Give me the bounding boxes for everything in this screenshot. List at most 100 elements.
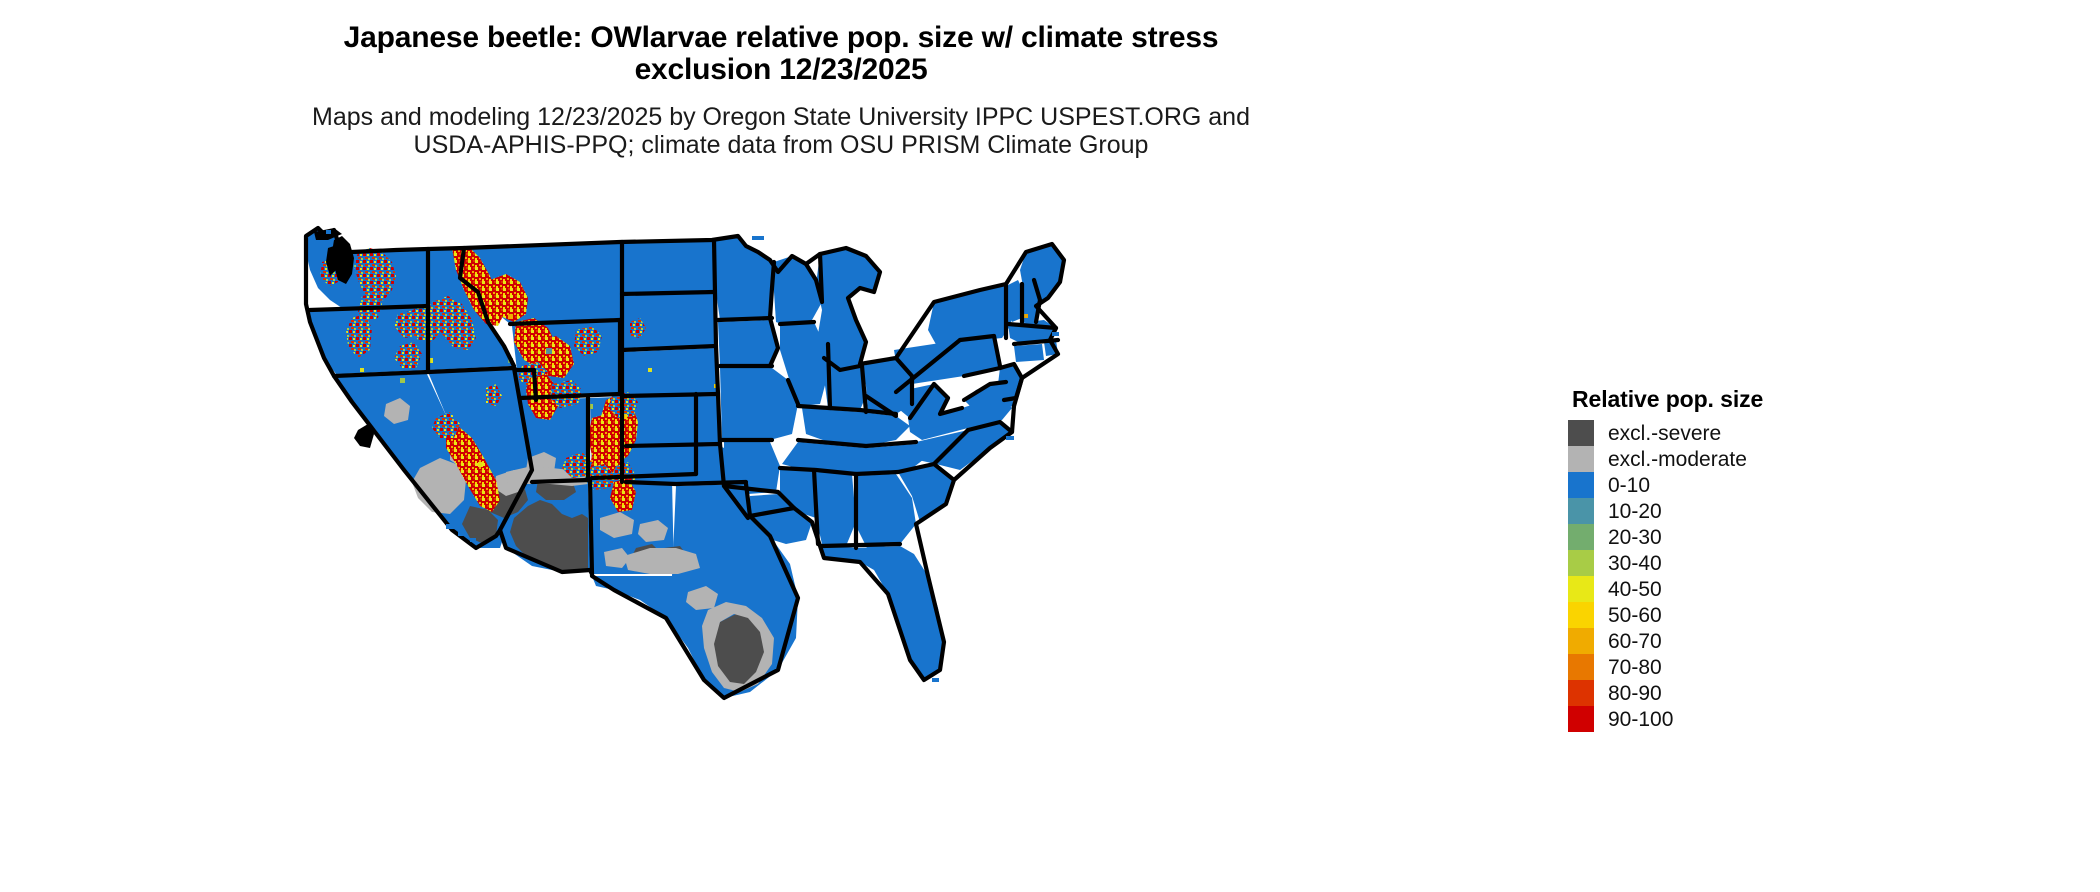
legend-item-label: 0-10 bbox=[1608, 473, 1651, 497]
island-channel bbox=[470, 538, 476, 542]
island-channel bbox=[446, 524, 455, 529]
us-choropleth-map[interactable] bbox=[300, 218, 1200, 878]
legend-item[interactable]: excl.-moderate bbox=[1568, 446, 1908, 472]
state-kansas bbox=[624, 396, 720, 446]
mid-dot bbox=[508, 314, 513, 319]
mid-dot bbox=[648, 368, 652, 372]
legend-item[interactable]: 90-100 bbox=[1568, 706, 1908, 732]
hot-oregon-se bbox=[394, 342, 422, 368]
legend-color-swatch bbox=[1568, 680, 1594, 706]
border-wi-il bbox=[777, 319, 817, 327]
legend-color-swatch bbox=[1568, 576, 1594, 602]
border-ne-ks bbox=[621, 391, 721, 399]
legend-item[interactable]: 80-90 bbox=[1568, 680, 1908, 706]
state-new-york bbox=[928, 284, 1016, 348]
legend-color-swatch bbox=[1568, 472, 1594, 498]
state-missouri bbox=[720, 368, 798, 440]
state-indiana bbox=[824, 346, 866, 410]
state-iowa bbox=[718, 320, 778, 366]
island-ma-coast bbox=[1052, 332, 1059, 336]
border-il-in bbox=[825, 341, 833, 411]
legend-color-swatch bbox=[1568, 602, 1594, 628]
border-tn-ms-al-ga bbox=[777, 465, 901, 477]
border-in-oh-ky bbox=[863, 393, 899, 419]
island-lake-superior bbox=[752, 236, 764, 240]
legend-item[interactable]: 70-80 bbox=[1568, 654, 1908, 680]
offshore-fringe-layer bbox=[326, 230, 1059, 682]
legend-item[interactable]: 30-40 bbox=[1568, 550, 1908, 576]
border-ut-az bbox=[529, 477, 591, 485]
legend-item[interactable]: 60-70 bbox=[1568, 628, 1908, 654]
legend-title: Relative pop. size bbox=[1572, 386, 1764, 412]
border-or-ca bbox=[331, 369, 431, 379]
excl-severe-south-texas bbox=[710, 614, 766, 686]
state-maryland bbox=[964, 382, 1006, 408]
class-high-pop-layer bbox=[320, 246, 646, 512]
border-co-nm bbox=[589, 471, 699, 481]
hot-sawtooth bbox=[432, 296, 476, 350]
excl-severe-sonoran bbox=[510, 500, 588, 572]
mid-dot bbox=[546, 348, 552, 354]
border-mid-west-edge bbox=[711, 237, 751, 521]
excl-mod-west-texas bbox=[604, 548, 630, 568]
border-il-ky bbox=[795, 403, 899, 417]
border-nh-me bbox=[1031, 277, 1043, 325]
border-la-ms bbox=[775, 489, 797, 511]
border-ok-tx bbox=[623, 479, 749, 487]
border-az-nm bbox=[587, 477, 595, 577]
state-borders-layer bbox=[303, 225, 1067, 701]
map-legend: Relative pop. size excl.-severe excl.-mod… bbox=[1568, 386, 1908, 732]
border-pa-md bbox=[961, 365, 1003, 379]
state-tennessee bbox=[782, 442, 928, 474]
border-ms-al bbox=[811, 467, 821, 547]
legend-color-swatch bbox=[1568, 550, 1594, 576]
hot-wmontana bbox=[490, 274, 528, 322]
border-md-va bbox=[961, 379, 1009, 403]
border-wi-mi bbox=[803, 251, 823, 267]
legend-item[interactable]: excl.-severe bbox=[1568, 420, 1908, 446]
hot-nm-sangre bbox=[610, 478, 636, 512]
state-mississippi bbox=[780, 468, 816, 518]
state-kentucky bbox=[802, 408, 910, 446]
excl-mod-nm-fringe2 bbox=[638, 520, 668, 542]
legend-item-label: excl.-moderate bbox=[1608, 447, 1747, 471]
hot-cascades-wa bbox=[354, 248, 396, 302]
legend-item-label: 30-40 bbox=[1608, 551, 1662, 575]
border-ma bbox=[1005, 321, 1059, 331]
border-pa-ny bbox=[957, 333, 1003, 369]
hot-nevada-ranges bbox=[486, 384, 502, 406]
mid-dot bbox=[428, 358, 433, 363]
border-nv-ut bbox=[511, 365, 539, 403]
excl-mod-texas-plateau bbox=[624, 548, 700, 574]
map-svg[interactable] bbox=[300, 218, 1200, 878]
legend-item[interactable]: 20-30 bbox=[1568, 524, 1908, 550]
state-georgia bbox=[854, 474, 916, 550]
hood-canal bbox=[326, 246, 336, 276]
island-keys bbox=[932, 678, 939, 682]
border-wa-or bbox=[307, 303, 431, 313]
state-nebraska bbox=[622, 348, 718, 396]
legend-item-label: 60-70 bbox=[1608, 629, 1662, 653]
legend-item[interactable]: 40-50 bbox=[1568, 576, 1908, 602]
border-mi-oh-in bbox=[821, 355, 863, 373]
mid-dot bbox=[360, 368, 364, 372]
border-ga-fl bbox=[819, 541, 903, 549]
legend-color-swatch bbox=[1568, 706, 1594, 732]
legend-item[interactable]: 10-20 bbox=[1568, 498, 1908, 524]
state-virginia bbox=[908, 396, 1012, 440]
island-channel bbox=[458, 532, 465, 536]
border-mo-il bbox=[785, 377, 801, 407]
legend-item[interactable]: 0-10 bbox=[1568, 472, 1908, 498]
legend-item[interactable]: 50-60 bbox=[1568, 602, 1908, 628]
border-mn-ia bbox=[715, 315, 775, 323]
border-oh-pa bbox=[893, 355, 915, 407]
state-florida bbox=[818, 544, 944, 680]
border-nj bbox=[997, 361, 1025, 403]
excl-mod-nm-fringe bbox=[600, 512, 634, 538]
legend-item-label: 50-60 bbox=[1608, 603, 1662, 627]
excl-mod-rio-grande-ring bbox=[702, 602, 774, 692]
legend-item-label: 80-90 bbox=[1608, 681, 1662, 705]
border-in-oh bbox=[859, 363, 869, 415]
san-francisco-bay bbox=[354, 424, 374, 448]
